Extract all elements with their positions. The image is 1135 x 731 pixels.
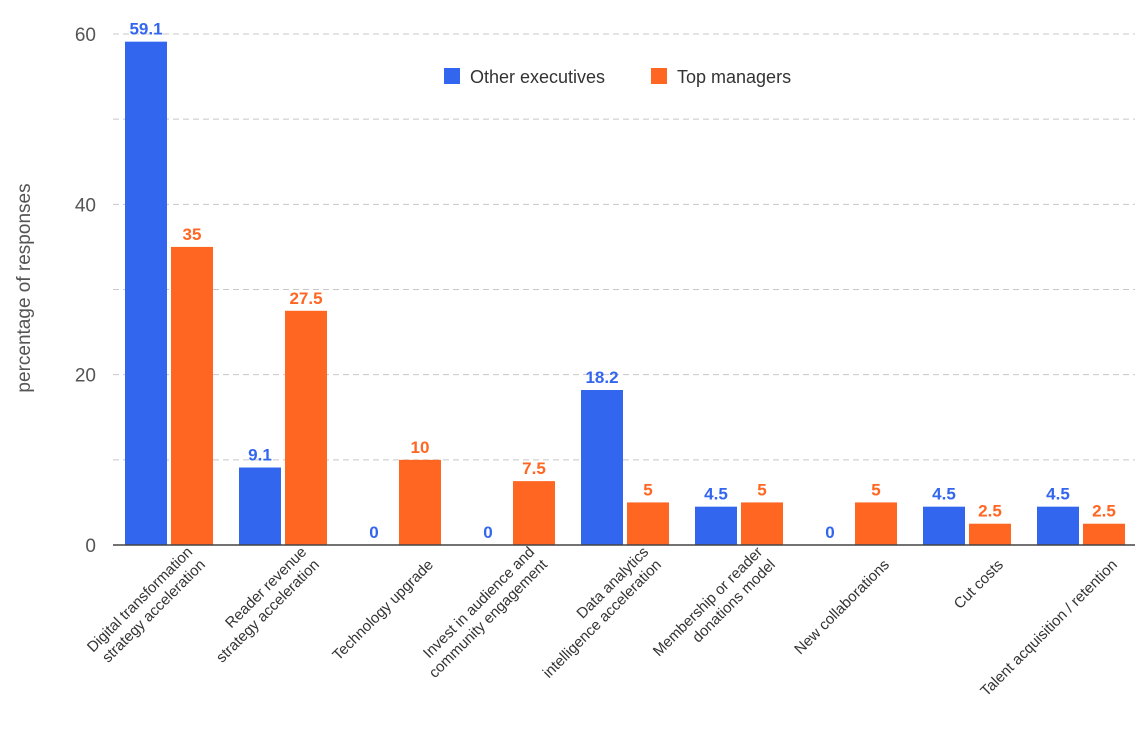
data-label-top-managers: 2.5 (978, 502, 1002, 521)
data-label-top-managers: 35 (183, 225, 202, 244)
data-label-other-executives: 59.1 (129, 20, 162, 39)
legend-label-top-managers: Top managers (677, 67, 791, 87)
y-tick-label: 40 (75, 195, 96, 216)
bar-other-executives (923, 506, 965, 545)
category-label-line: community engagement (426, 556, 552, 682)
category-label-line: Membership or reader (650, 544, 766, 660)
data-labels: 59.1 35 9.1 27.5 0 10 0 7.5 18.2 5 4.5 5 0 5 4.5 2.5 4.5… (129, 20, 1115, 542)
legend-swatch-other-executives (444, 68, 460, 84)
bar-top-managers (969, 523, 1011, 545)
bar-other-executives (695, 506, 737, 545)
y-tick-label: 20 (75, 366, 96, 387)
y-tick-label: 0 (85, 536, 96, 557)
y-tick-label: 60 (75, 25, 96, 46)
bar-top-managers (171, 246, 213, 545)
category-label-line: Talent acquisition / retention (977, 556, 1121, 700)
bar-other-executives (1037, 506, 1079, 545)
legend-label-other-executives: Other executives (470, 67, 605, 87)
bars (125, 41, 1125, 545)
bar-top-managers (513, 481, 555, 545)
data-label-top-managers: 10 (411, 438, 430, 457)
data-label-other-executives: 18.2 (585, 368, 618, 387)
gridlines (113, 33, 1135, 461)
bar-other-executives (125, 41, 167, 545)
data-label-other-executives: 4.5 (932, 485, 956, 504)
category-label-line: New collaborations (791, 556, 893, 658)
category-label: Talent acquisition / retention (977, 556, 1121, 700)
data-label-other-executives: 4.5 (1046, 485, 1070, 504)
bar-top-managers (1083, 523, 1125, 545)
data-label-top-managers: 5 (757, 480, 766, 499)
data-label-top-managers: 2.5 (1092, 502, 1116, 521)
bar-top-managers (741, 502, 783, 545)
data-label-other-executives: 0 (369, 523, 378, 542)
legend-swatch-top-managers (651, 68, 667, 84)
bar-other-executives (581, 389, 623, 545)
y-axis-title: percentage of responses (14, 183, 35, 392)
data-label-other-executives: 9.1 (248, 445, 272, 464)
legend: Other executives Top managers (444, 67, 791, 87)
category-label: New collaborations (791, 556, 893, 658)
bar-top-managers (627, 502, 669, 545)
data-label-top-managers: 5 (643, 480, 652, 499)
bar-top-managers (285, 310, 327, 545)
bar-top-managers (855, 502, 897, 545)
data-label-top-managers: 27.5 (289, 289, 322, 308)
category-label-line: intelligence acceleration (540, 556, 665, 681)
data-label-other-executives: 0 (483, 523, 492, 542)
data-label-other-executives: 0 (825, 523, 834, 542)
y-axis-ticks: 0 20 40 60 (75, 25, 96, 557)
category-label-line: Digital transformation (84, 544, 196, 656)
bar-top-managers (399, 459, 441, 545)
data-label-top-managers: 5 (871, 480, 880, 499)
data-label-other-executives: 4.5 (704, 485, 728, 504)
bar-other-executives (239, 467, 281, 545)
category-label-line: Invest in audience and (420, 544, 538, 662)
data-label-top-managers: 7.5 (522, 459, 546, 478)
category-label: Cut costs (951, 556, 1007, 612)
category-label-line: Cut costs (951, 556, 1007, 612)
